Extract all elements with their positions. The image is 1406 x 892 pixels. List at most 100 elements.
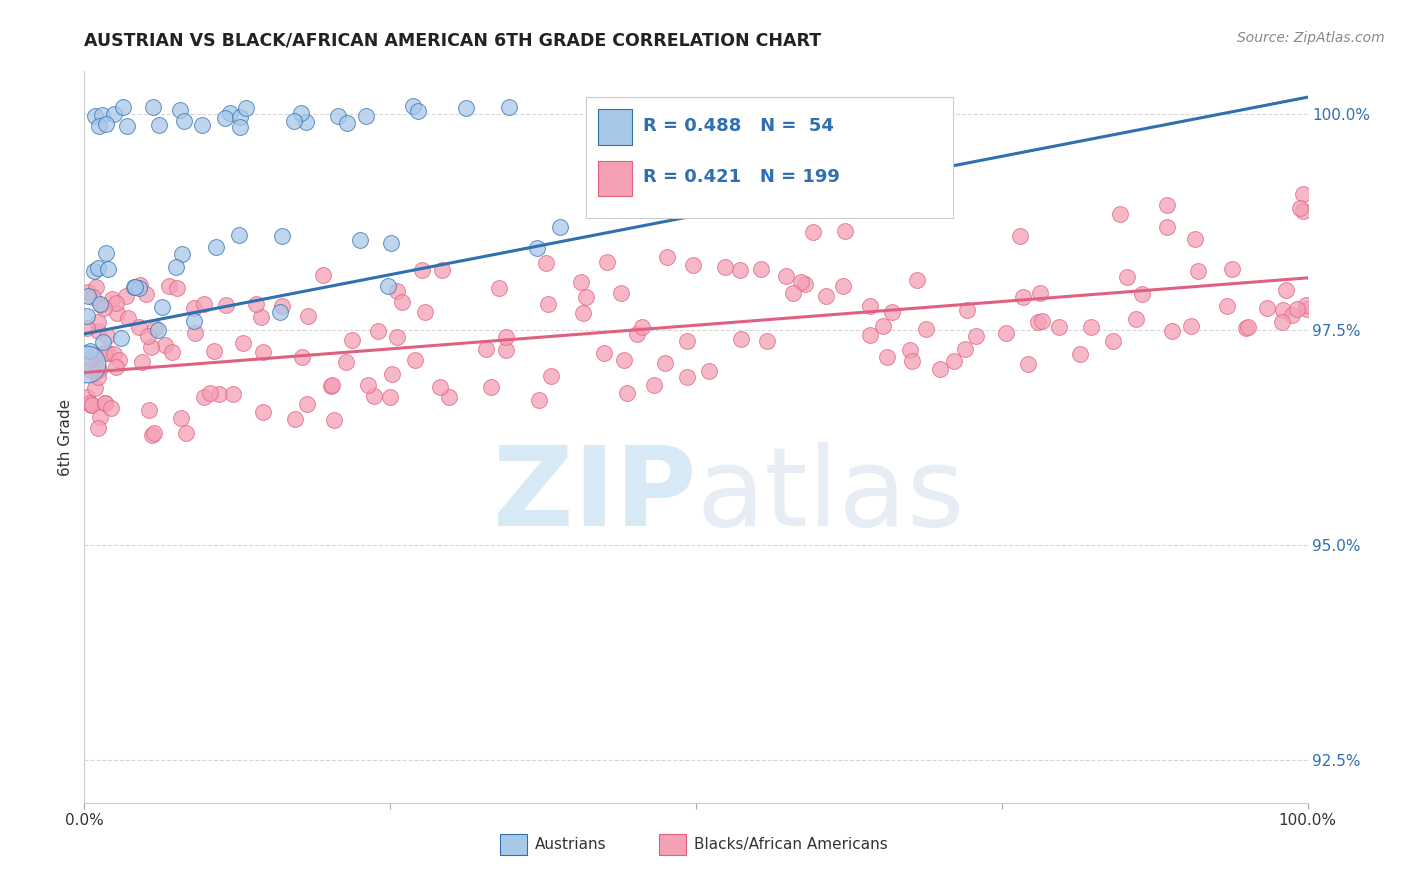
Point [208, 387, 231, 401]
Point [117, 311, 139, 326]
Point [610, 286, 633, 301]
Point [340, 333, 363, 347]
Point [87, 363, 110, 377]
Point [108, 352, 131, 367]
Point [526, 241, 548, 255]
Point [295, 397, 318, 411]
Point [170, 410, 193, 425]
Point [76, 320, 98, 334]
Point [1109, 207, 1132, 221]
Point [79, 344, 101, 359]
Point [401, 99, 423, 113]
Point [1069, 346, 1091, 360]
Point [165, 260, 187, 274]
Point [219, 105, 242, 120]
Point [357, 377, 380, 392]
Point [1026, 315, 1049, 329]
Point [229, 120, 252, 134]
Point [1156, 198, 1178, 212]
Point [905, 273, 928, 287]
Point [1234, 321, 1257, 335]
Point [176, 426, 198, 441]
Point [728, 263, 751, 277]
Point [100, 292, 122, 306]
Point [124, 279, 146, 293]
Point [575, 290, 598, 304]
Text: R = 0.421   N = 199: R = 0.421 N = 199 [644, 169, 841, 186]
Point [475, 343, 498, 357]
Point [626, 327, 648, 342]
Point [1130, 286, 1153, 301]
Point [114, 289, 136, 303]
Point [1115, 269, 1137, 284]
Point [1017, 358, 1039, 372]
Point [252, 405, 274, 419]
Point [228, 227, 250, 242]
Point [96, 329, 118, 343]
Point [326, 109, 349, 123]
Point [249, 310, 271, 324]
Point [929, 361, 952, 376]
Point [367, 324, 389, 338]
Point [682, 258, 704, 272]
Point [79, 351, 101, 365]
Point [96, 246, 118, 260]
Point [138, 402, 160, 417]
Point [498, 100, 520, 114]
Point [755, 334, 778, 349]
Point [596, 255, 619, 269]
Point [1180, 318, 1202, 333]
Point [153, 337, 176, 351]
Point [1296, 302, 1319, 317]
Point [160, 344, 183, 359]
Point [872, 318, 894, 333]
Bar [598, 161, 633, 195]
Point [1012, 290, 1035, 304]
Point [1220, 261, 1243, 276]
Point [283, 113, 305, 128]
Point [90, 298, 112, 312]
Bar [659, 833, 686, 855]
Point [105, 359, 128, 374]
Point [676, 369, 699, 384]
Point [782, 286, 804, 301]
Point [1125, 311, 1147, 326]
Point [385, 329, 408, 343]
Point [876, 350, 898, 364]
Point [413, 304, 436, 318]
Point [1215, 299, 1237, 313]
Text: R = 0.488   N =  54: R = 0.488 N = 54 [644, 117, 834, 136]
Point [77, 285, 100, 300]
Point [87, 370, 110, 384]
Point [898, 343, 921, 357]
Text: ZIP: ZIP [492, 442, 696, 549]
Point [454, 101, 477, 115]
Point [166, 281, 188, 295]
Point [93, 395, 115, 409]
Point [321, 377, 343, 392]
Point [103, 107, 125, 121]
Point [110, 331, 132, 345]
Point [83, 264, 105, 278]
Point [775, 268, 797, 283]
FancyBboxPatch shape [586, 97, 953, 218]
Point [91, 335, 114, 350]
Point [294, 114, 316, 128]
Point [183, 326, 205, 340]
Point [202, 343, 225, 358]
Point [97, 345, 120, 359]
Point [297, 309, 319, 323]
Point [94, 396, 117, 410]
Text: Blacks/African Americans: Blacks/African Americans [693, 837, 887, 852]
Point [613, 352, 636, 367]
Point [139, 339, 162, 353]
Point [97, 262, 120, 277]
Point [87, 325, 110, 339]
Point [1295, 298, 1317, 312]
Point [131, 355, 153, 369]
Point [205, 240, 228, 254]
Point [381, 367, 404, 381]
Point [1275, 283, 1298, 297]
Point [1237, 319, 1260, 334]
Point [356, 109, 378, 123]
